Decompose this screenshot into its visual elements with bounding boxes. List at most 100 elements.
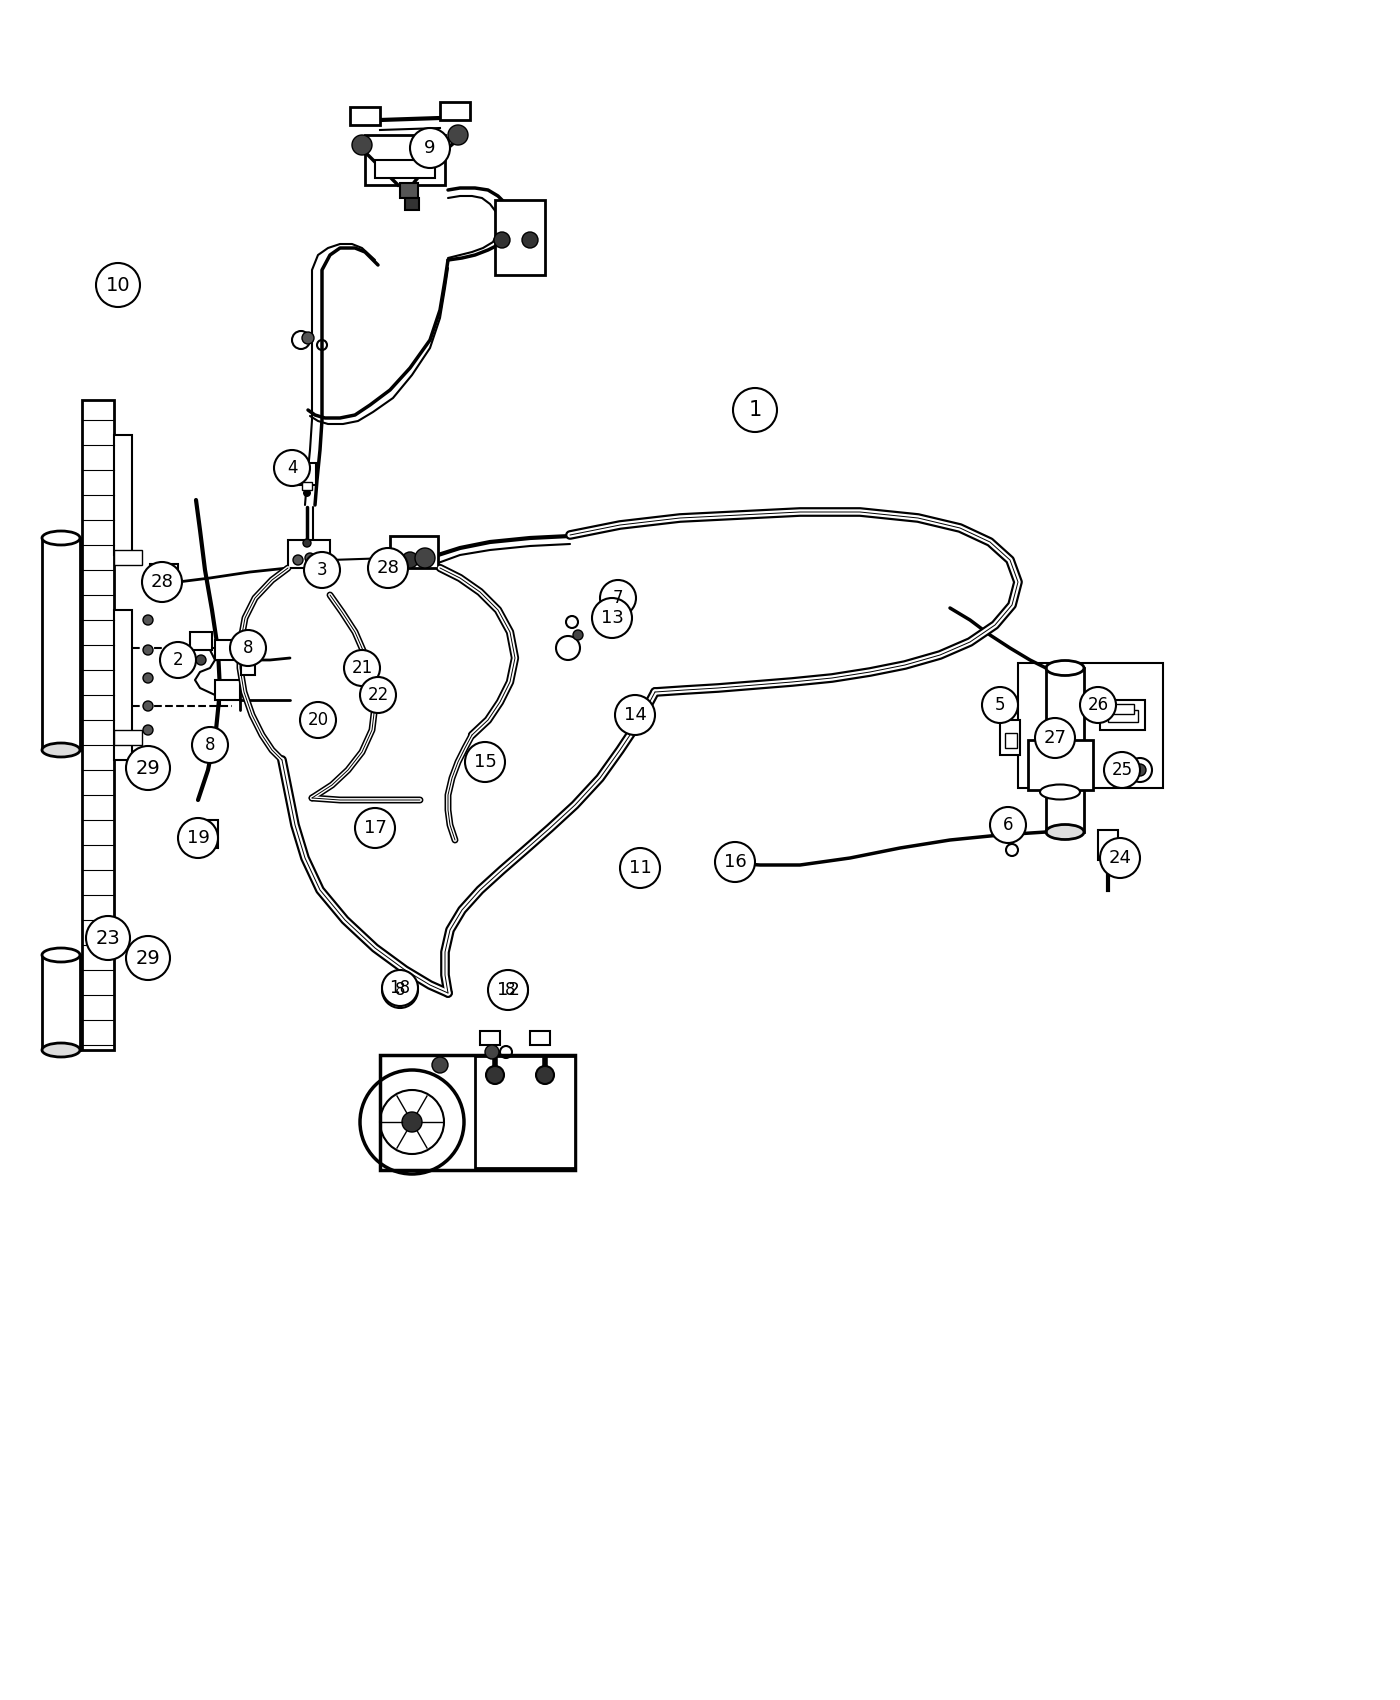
Bar [379, 1056, 575, 1170]
Circle shape [300, 702, 336, 738]
Circle shape [486, 1066, 504, 1085]
Bar [531, 1030, 550, 1046]
Bar [197, 819, 218, 848]
Bar [1107, 711, 1138, 722]
Bar [216, 639, 239, 660]
Circle shape [160, 643, 196, 678]
Bar [480, 1030, 500, 1046]
Ellipse shape [42, 530, 80, 546]
Bar [216, 680, 239, 700]
Circle shape [148, 571, 162, 585]
Circle shape [126, 746, 169, 790]
Text: 5: 5 [995, 695, 1005, 714]
Circle shape [344, 649, 379, 687]
Bar [1112, 704, 1134, 714]
Circle shape [302, 332, 314, 343]
Circle shape [192, 728, 228, 763]
Circle shape [161, 571, 175, 585]
Circle shape [1134, 763, 1147, 775]
Bar [42, 955, 80, 1051]
Text: 8: 8 [204, 736, 216, 755]
Bar [1100, 700, 1145, 729]
Circle shape [990, 808, 1026, 843]
Circle shape [302, 539, 311, 547]
Circle shape [592, 598, 631, 638]
Bar [113, 610, 132, 760]
Text: 19: 19 [186, 830, 210, 847]
Text: 29: 29 [136, 758, 161, 777]
Circle shape [293, 554, 302, 564]
Circle shape [615, 695, 655, 734]
Circle shape [402, 1112, 421, 1132]
Bar [1007, 823, 1018, 831]
Bar [440, 102, 470, 121]
Text: 21: 21 [351, 660, 372, 677]
Circle shape [410, 128, 449, 168]
Text: 25: 25 [1112, 762, 1133, 779]
Text: 10: 10 [105, 275, 130, 294]
Text: 3: 3 [316, 561, 328, 580]
Text: 11: 11 [629, 858, 651, 877]
Bar [1098, 830, 1119, 860]
Circle shape [230, 631, 266, 666]
Bar [1005, 733, 1016, 748]
Text: 14: 14 [623, 706, 647, 724]
Circle shape [274, 450, 309, 486]
Text: 18: 18 [389, 979, 410, 996]
Bar [113, 551, 141, 564]
Circle shape [360, 677, 396, 712]
Bar [503, 983, 517, 996]
Circle shape [143, 615, 153, 626]
Circle shape [143, 644, 153, 654]
Circle shape [448, 126, 468, 144]
Circle shape [494, 231, 510, 248]
Bar [288, 541, 330, 568]
Text: 15: 15 [473, 753, 497, 772]
Circle shape [491, 972, 528, 1008]
Circle shape [196, 654, 206, 665]
Text: 28: 28 [377, 559, 399, 576]
Text: 17: 17 [364, 819, 386, 836]
Ellipse shape [42, 949, 80, 962]
Bar [1000, 721, 1021, 755]
Bar [203, 738, 217, 751]
Text: 4: 4 [287, 459, 297, 478]
Circle shape [143, 673, 153, 683]
Bar [365, 134, 445, 185]
Circle shape [433, 1057, 448, 1073]
Bar [113, 435, 132, 554]
Text: 28: 28 [151, 573, 174, 592]
Text: 22: 22 [367, 687, 389, 704]
Bar [1028, 740, 1093, 790]
Circle shape [465, 741, 505, 782]
Circle shape [178, 818, 218, 858]
Bar [1018, 663, 1163, 789]
Text: 26: 26 [1088, 695, 1109, 714]
Circle shape [356, 808, 395, 848]
Circle shape [484, 1046, 498, 1059]
Circle shape [316, 552, 328, 563]
Bar [391, 536, 438, 568]
Ellipse shape [42, 743, 80, 756]
Bar [241, 661, 255, 675]
Text: 6: 6 [1002, 816, 1014, 835]
Bar [298, 462, 316, 484]
Bar [375, 160, 435, 178]
Circle shape [143, 724, 153, 734]
Bar [350, 107, 379, 126]
Text: 20: 20 [308, 711, 329, 729]
Circle shape [522, 231, 538, 248]
Text: 8: 8 [242, 639, 253, 656]
Circle shape [734, 388, 777, 432]
Text: 2: 2 [172, 651, 183, 670]
Text: 7: 7 [613, 588, 623, 607]
Text: 12: 12 [497, 981, 519, 1000]
Circle shape [402, 552, 419, 568]
Circle shape [97, 264, 140, 308]
Circle shape [85, 916, 130, 960]
Text: 24: 24 [1109, 848, 1131, 867]
Circle shape [392, 556, 405, 568]
Circle shape [1005, 814, 1019, 830]
Ellipse shape [1046, 661, 1084, 675]
Circle shape [302, 490, 311, 496]
